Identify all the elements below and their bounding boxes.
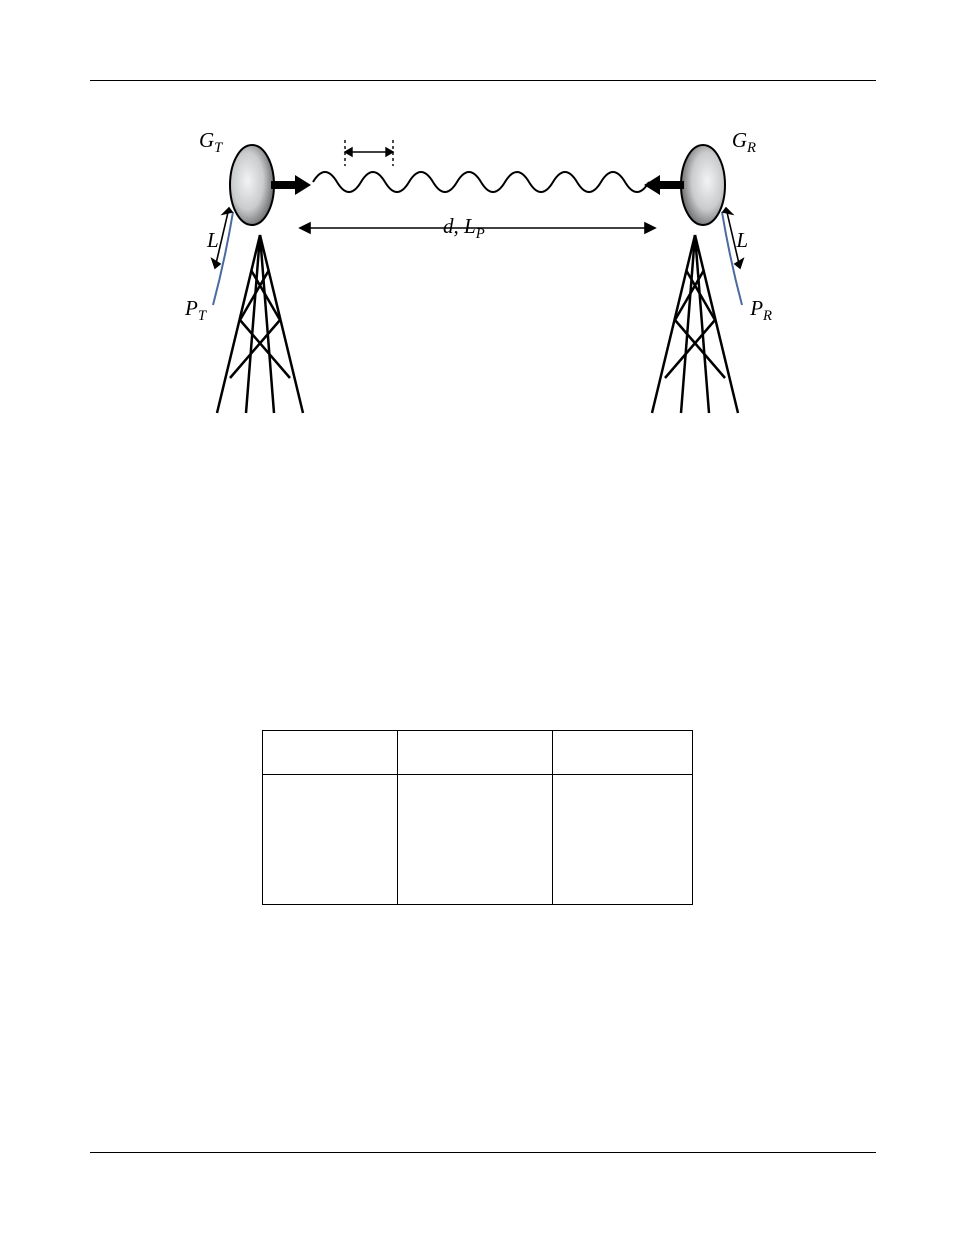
left-cable [213, 212, 233, 305]
distance-arrow [300, 223, 655, 233]
right-dish [681, 145, 725, 225]
parameters-table [262, 730, 693, 905]
link-budget-figure: GT GR L L PT PR d, LP [185, 100, 770, 420]
right-tower [652, 235, 738, 413]
left-dish [230, 145, 274, 225]
propagating-wave [313, 172, 649, 192]
left-feed-arrow [271, 175, 311, 195]
left-tower [217, 235, 303, 413]
table-body-row [263, 775, 693, 905]
right-feed-arrow [644, 175, 684, 195]
top-rule [90, 80, 876, 81]
figure-svg [185, 100, 770, 420]
right-cable [722, 212, 742, 305]
bottom-rule [90, 1152, 876, 1153]
lambda-marker [345, 140, 393, 166]
table-header-row [263, 731, 693, 775]
